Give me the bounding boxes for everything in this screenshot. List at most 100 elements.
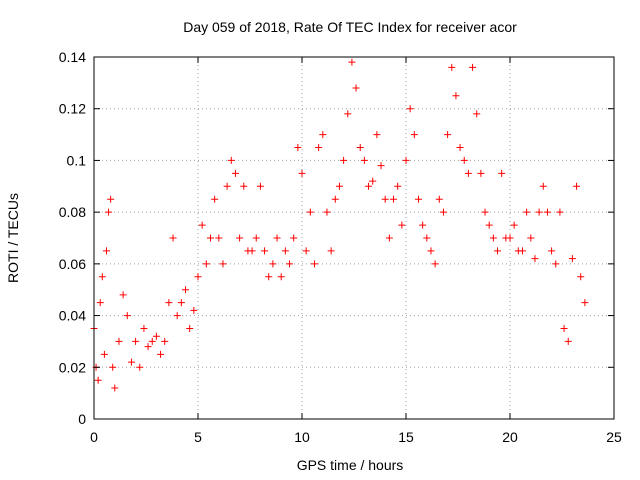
data-point (427, 247, 435, 255)
y-tick-label: 0.02 (59, 359, 86, 375)
data-point (198, 221, 206, 229)
data-point (161, 337, 169, 345)
data-point (96, 299, 104, 307)
data-point (119, 291, 127, 299)
x-axis-ticks: 0 5 10 15 20 25 (90, 57, 622, 445)
data-point (252, 234, 260, 242)
data-point (310, 260, 318, 268)
data-point (219, 260, 227, 268)
data-point (340, 156, 348, 164)
data-point (169, 234, 177, 242)
y-tick-label: 0 (78, 411, 86, 427)
y-tick-label: 0.12 (59, 101, 86, 117)
y-axis-label: ROTI / TECUs (5, 193, 21, 283)
data-point (360, 156, 368, 164)
data-point (132, 337, 140, 345)
data-point (419, 221, 427, 229)
data-point (177, 299, 185, 307)
data-point (344, 110, 352, 118)
data-point (286, 260, 294, 268)
data-point (323, 208, 331, 216)
data-point (423, 234, 431, 242)
x-tick-label: 5 (194, 429, 202, 445)
data-point (98, 273, 106, 281)
data-point (273, 234, 281, 242)
data-point (223, 182, 231, 190)
x-tick-label: 25 (606, 429, 622, 445)
data-point (165, 299, 173, 307)
data-point (136, 363, 144, 371)
data-point (414, 195, 422, 203)
data-point (539, 182, 547, 190)
data-point (186, 325, 194, 332)
data-point (157, 350, 165, 358)
data-point (107, 195, 115, 203)
data-point (281, 247, 289, 255)
x-tick-label: 10 (294, 429, 310, 445)
data-point (194, 273, 202, 281)
data-point (543, 208, 551, 216)
data-point (306, 208, 314, 216)
data-point (248, 247, 256, 255)
data-point (556, 208, 564, 216)
data-point (527, 234, 535, 242)
data-point (152, 332, 160, 340)
data-point (298, 169, 306, 177)
data-point (352, 84, 360, 92)
data-point (456, 144, 464, 151)
y-tick-label: 0.14 (59, 49, 86, 65)
data-point (548, 247, 556, 255)
data-point (510, 221, 518, 229)
data-point (173, 312, 181, 320)
data-point (506, 234, 514, 242)
y-tick-label: 0.1 (67, 152, 87, 168)
data-points (90, 58, 589, 392)
data-point (464, 169, 472, 177)
data-point (369, 177, 377, 185)
data-point (439, 208, 447, 216)
data-point (265, 273, 273, 281)
x-tick-label: 15 (398, 429, 414, 445)
y-tick-label: 0.06 (59, 256, 86, 272)
data-point (100, 350, 108, 358)
data-point (109, 363, 117, 371)
y-tick-label: 0.08 (59, 204, 86, 220)
data-point (215, 234, 223, 242)
data-point (148, 337, 156, 345)
data-point (277, 273, 285, 281)
x-axis-label: GPS time / hours (297, 457, 404, 473)
data-point (485, 221, 493, 229)
data-point (190, 306, 198, 314)
data-point (406, 105, 414, 113)
data-point (481, 208, 489, 216)
data-point (452, 92, 460, 100)
data-point (568, 255, 576, 263)
data-point (494, 247, 502, 255)
data-point (469, 63, 477, 71)
data-point (535, 208, 543, 216)
data-point (331, 195, 339, 203)
data-point (356, 144, 364, 151)
x-tick-label: 20 (502, 429, 518, 445)
data-point (523, 208, 531, 216)
data-point (577, 273, 585, 281)
data-point (498, 169, 506, 177)
data-point (560, 325, 568, 332)
data-point (127, 358, 135, 366)
data-point (102, 247, 110, 255)
data-point (144, 343, 152, 351)
data-point (489, 234, 497, 242)
data-point (581, 299, 589, 307)
data-point (373, 131, 381, 139)
data-point (111, 384, 119, 392)
data-point (381, 195, 389, 203)
data-point (477, 169, 485, 177)
data-point (518, 247, 526, 255)
data-point (315, 144, 323, 151)
data-point (236, 234, 244, 242)
data-point (240, 182, 248, 190)
data-point (335, 182, 343, 190)
data-point (531, 255, 539, 263)
data-point (94, 376, 102, 384)
